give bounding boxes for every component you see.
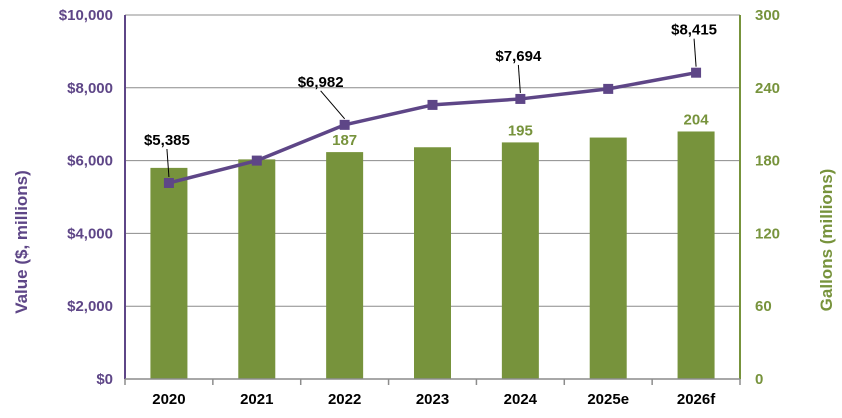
right-tick-label: 240 bbox=[755, 80, 780, 97]
right-tick-label: 180 bbox=[755, 153, 780, 170]
left-tick-label: $6,000 bbox=[67, 153, 113, 170]
value-marker bbox=[163, 177, 174, 188]
left-tick-label: $8,000 bbox=[67, 80, 113, 97]
value-leader-line bbox=[517, 64, 521, 93]
value-marker bbox=[427, 99, 438, 110]
gallons-bar bbox=[677, 131, 715, 379]
x-tick-label: 2022 bbox=[328, 391, 361, 408]
gallons-bars bbox=[150, 131, 715, 379]
value-marker bbox=[691, 67, 702, 78]
right-tick-label: 60 bbox=[755, 298, 772, 315]
gallons-bar bbox=[150, 167, 188, 379]
x-tick-label: 2024 bbox=[504, 391, 538, 408]
x-tick-label: 2025e bbox=[587, 391, 629, 408]
value-marker bbox=[251, 155, 262, 166]
gallons-bar bbox=[589, 137, 627, 379]
value-leader-line bbox=[693, 38, 697, 67]
x-tick-label: 2020 bbox=[152, 391, 185, 408]
gallons-data-label: 187 bbox=[332, 132, 357, 149]
right-tick-label: 120 bbox=[755, 225, 780, 242]
gallons-bar bbox=[326, 152, 364, 379]
axes: $0 0 $2,000 60 $4,000 120 $6,000 180 $8,000 240 $1… bbox=[59, 7, 780, 408]
value-data-label: $8,415 bbox=[671, 22, 717, 39]
x-tick-label: 2026f bbox=[677, 391, 716, 408]
left-tick-label: $2,000 bbox=[67, 298, 113, 315]
gallons-bar bbox=[414, 147, 451, 379]
x-tick-label: 2023 bbox=[416, 391, 449, 408]
value-leader-line bbox=[166, 148, 170, 178]
right-tick-label: 0 bbox=[755, 371, 763, 388]
gallons-data-label: 195 bbox=[508, 122, 533, 139]
value-leader-line bbox=[320, 90, 346, 120]
gallons-data-label: 204 bbox=[684, 111, 710, 128]
left-tick-label: $0 bbox=[96, 371, 113, 388]
gallons-bar bbox=[238, 159, 276, 379]
value-data-label: $7,694 bbox=[495, 48, 542, 65]
right-axis-title: Gallons (millions) bbox=[817, 169, 836, 312]
value-line bbox=[163, 67, 702, 188]
x-tick-label: 2021 bbox=[240, 391, 273, 408]
left-axis-title: Value ($, millions) bbox=[12, 170, 31, 314]
left-tick-label: $4,000 bbox=[67, 225, 113, 242]
data-labels: $5,385 $6,982 $7,694 $8,415 187 195 204 bbox=[144, 22, 717, 178]
value-marker bbox=[515, 93, 526, 104]
value-data-label: $5,385 bbox=[144, 132, 190, 149]
value-marker bbox=[339, 119, 350, 130]
gallons-bar bbox=[501, 142, 539, 379]
right-tick-label: 300 bbox=[755, 7, 780, 24]
left-tick-label: $10,000 bbox=[59, 7, 113, 24]
value-data-label: $6,982 bbox=[298, 74, 344, 91]
value-marker bbox=[603, 83, 614, 94]
